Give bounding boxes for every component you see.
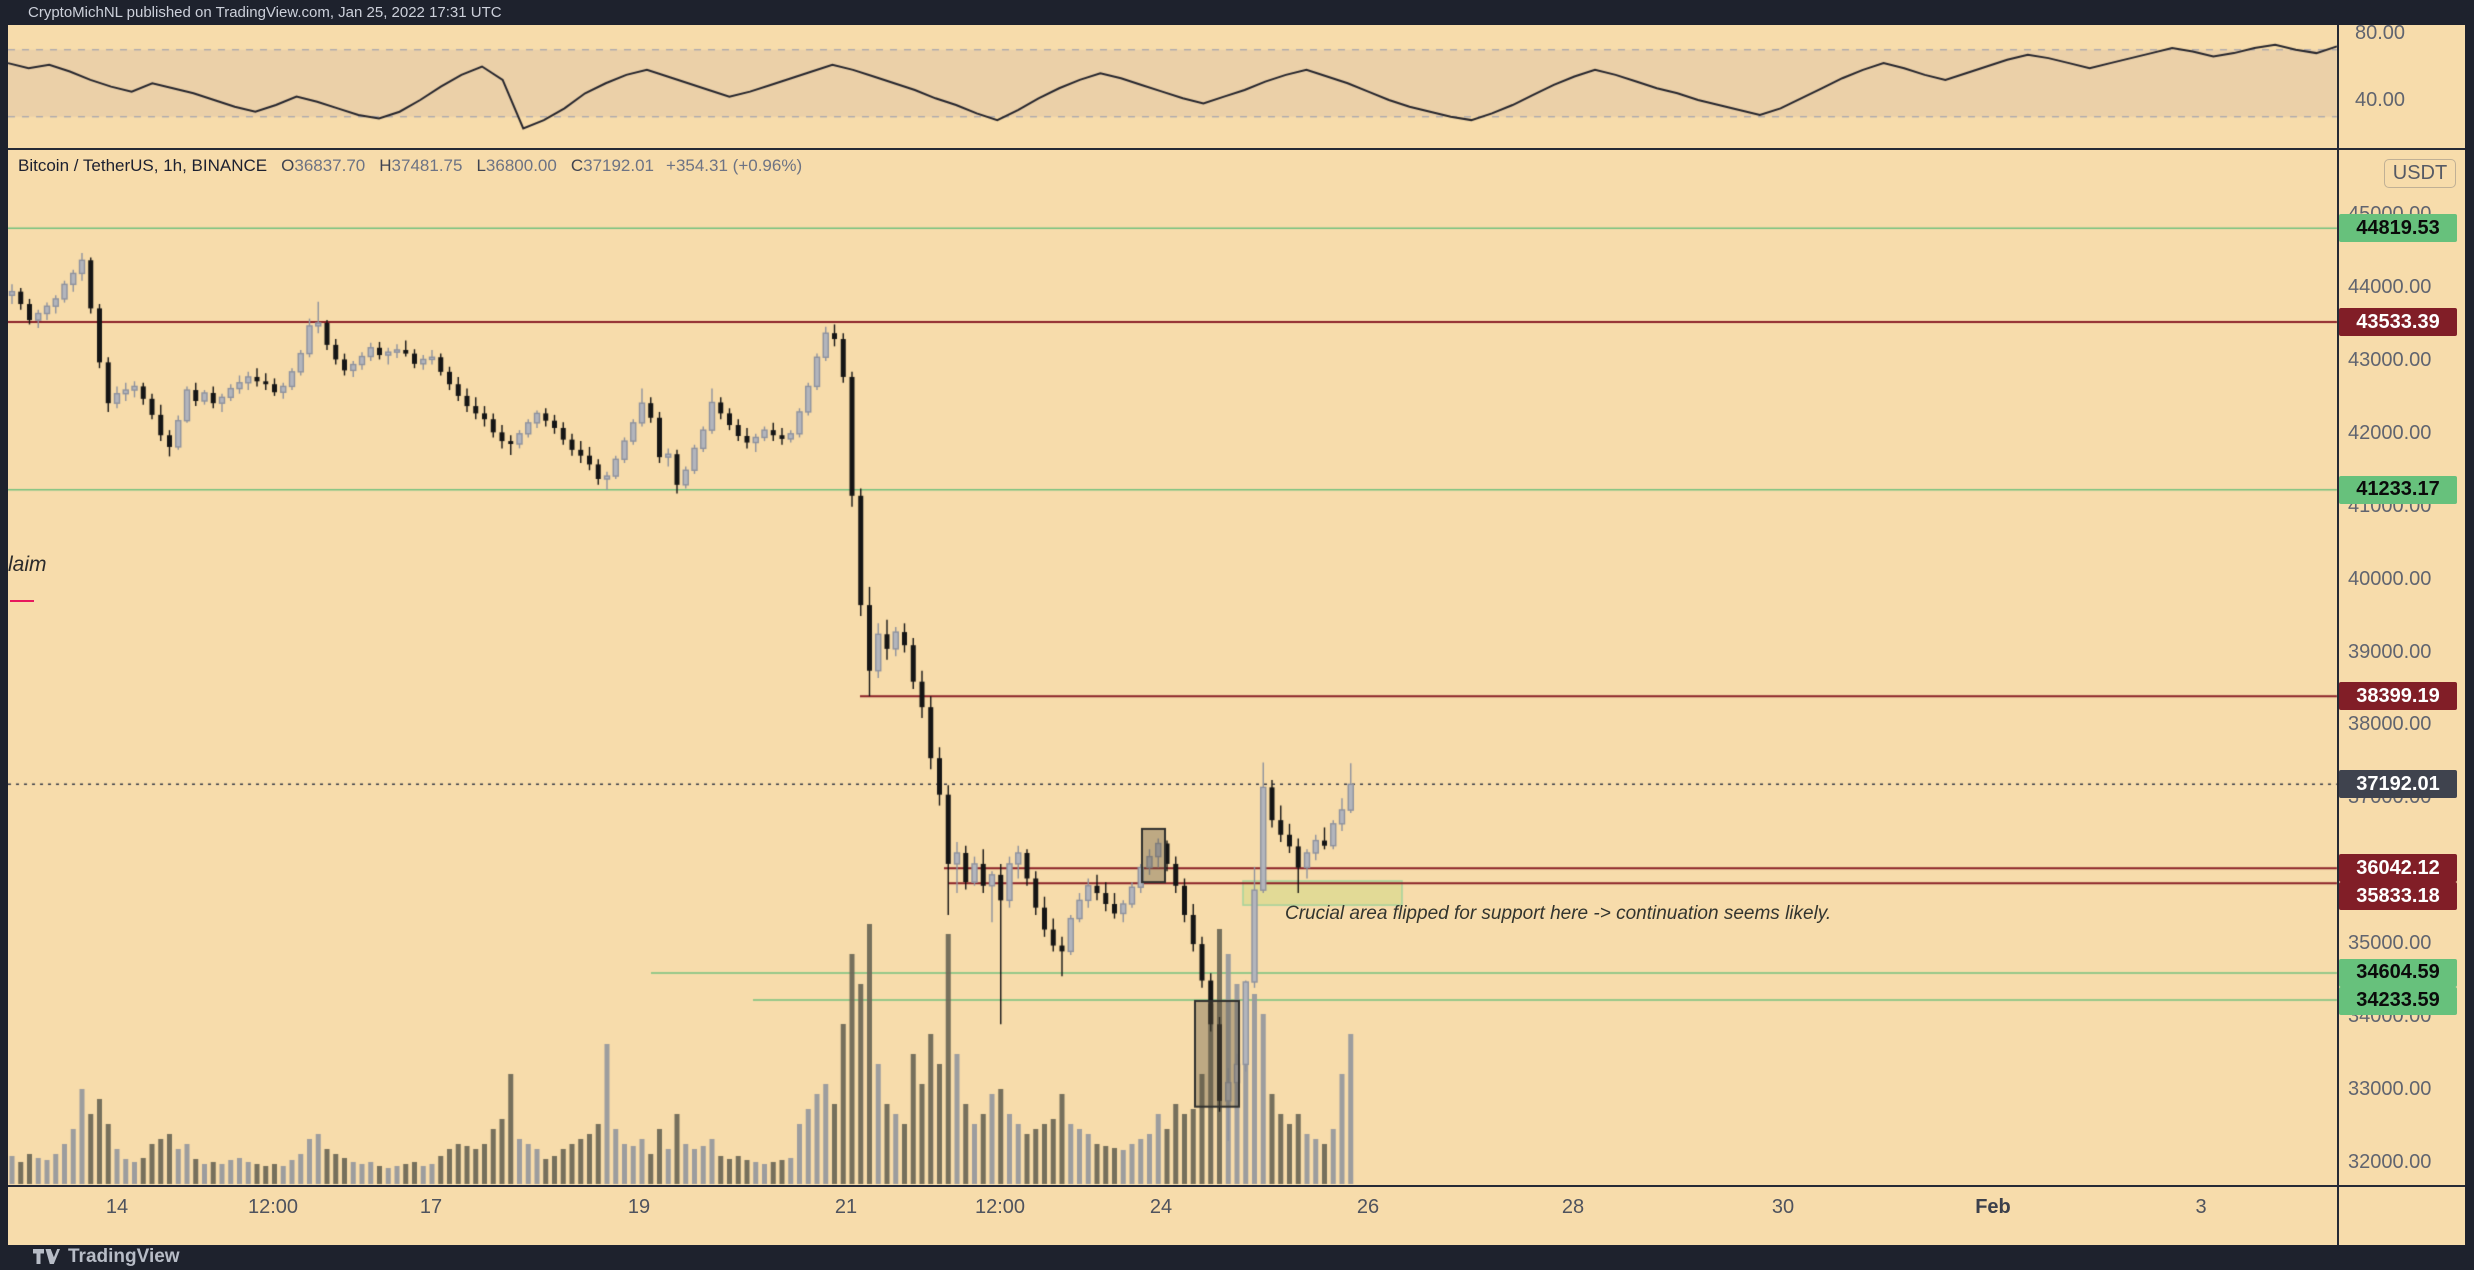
frame-border-right xyxy=(2465,25,2474,1245)
time-tick-label[interactable]: 28 xyxy=(1561,1196,1585,1218)
time-tick-label[interactable]: 30 xyxy=(1771,1196,1795,1218)
time-tick-label[interactable]: 19 xyxy=(627,1196,651,1218)
price-level-badge: 34604.59 xyxy=(2339,958,2457,987)
price-axis-border xyxy=(2337,25,2339,1245)
symbol-title[interactable]: Bitcoin / TetherUS, 1h, BINANCE xyxy=(18,156,268,175)
bottom-bar xyxy=(0,1245,2474,1270)
tradingview-logo-icon xyxy=(33,1249,60,1264)
price-tick-label: 35000.00 xyxy=(2348,932,2432,955)
time-tick-label[interactable]: 12:00 xyxy=(974,1196,1026,1218)
price-tick-label: 32000.00 xyxy=(2348,1150,2432,1173)
price-level-badge: 35833.18 xyxy=(2339,882,2457,911)
price-tick-label: 33000.00 xyxy=(2348,1077,2432,1100)
published-bar: CryptoMichNL published on TradingView.co… xyxy=(0,0,2474,25)
ohlc-letter: O xyxy=(281,156,295,175)
currency-unit-button[interactable]: USDT xyxy=(2384,159,2456,188)
price-level-badge: 36042.12 xyxy=(2339,854,2457,883)
clipped-drawing-label: laim xyxy=(8,553,47,576)
ohlc-value: 37481.75 xyxy=(391,156,463,175)
price-tick-label: 44000.00 xyxy=(2348,276,2432,298)
price-tick-label: 39000.00 xyxy=(2348,640,2432,663)
time-tick-label[interactable]: 17 xyxy=(419,1196,443,1218)
ohlc-value: 36837.70 xyxy=(294,156,366,175)
frame-border-left xyxy=(0,25,8,1245)
time-tick-label[interactable]: 26 xyxy=(1356,1196,1380,1218)
tradingview-watermark[interactable]: TradingView xyxy=(33,1246,180,1268)
ohlc-value: 36800.00 xyxy=(485,156,557,175)
price-tick-label: 40000.00 xyxy=(2348,567,2432,590)
price-tick-label: 42000.00 xyxy=(2348,421,2432,444)
symbol-legend: Bitcoin / TetherUS, 1h, BINANCE O36837.70… xyxy=(18,156,802,176)
time-tick-label[interactable]: Feb xyxy=(1975,1196,2011,1218)
price-level-badge: 38399.19 xyxy=(2339,682,2457,711)
time-tick-label[interactable]: 21 xyxy=(834,1196,858,1218)
pane-separator[interactable] xyxy=(8,148,2465,150)
time-tick-label[interactable]: 12:00 xyxy=(247,1196,299,1218)
ohlc-values: O36837.70 H37481.75 L36800.00 C37192.01 xyxy=(267,156,654,175)
price-level-badge: 34233.59 xyxy=(2339,986,2457,1015)
price-tick-label: 43000.00 xyxy=(2348,348,2432,371)
published-text: CryptoMichNL published on TradingView.co… xyxy=(28,4,502,21)
time-tick-label[interactable]: 24 xyxy=(1149,1196,1173,1218)
chart-annotation-text[interactable]: Crucial area flipped for support here ->… xyxy=(1285,903,1832,924)
ohlc-letter: H xyxy=(379,156,392,175)
price-level-badge: 44819.53 xyxy=(2339,214,2457,243)
rsi-tick-label: 80.00 xyxy=(2355,22,2406,44)
time-axis-border xyxy=(8,1185,2465,1187)
time-tick-label[interactable]: 14 xyxy=(105,1196,129,1218)
ohlc-letter: C xyxy=(570,156,584,175)
price-level-badge: 37192.01 xyxy=(2339,770,2457,799)
change-value: +354.31 (+0.96%) xyxy=(666,156,803,175)
ohlc-letter: L xyxy=(476,156,486,175)
tradingview-logo-text: TradingView xyxy=(68,1246,180,1267)
price-level-badge: 43533.39 xyxy=(2339,308,2457,337)
time-tick-label[interactable]: 3 xyxy=(2195,1196,2207,1218)
clipped-drawing-line xyxy=(10,600,34,602)
rsi-tick-label: 40.00 xyxy=(2355,89,2406,111)
ohlc-value: 37192.01 xyxy=(583,156,655,175)
price-tick-label: 38000.00 xyxy=(2348,713,2432,736)
price-level-badge: 41233.17 xyxy=(2339,475,2457,504)
